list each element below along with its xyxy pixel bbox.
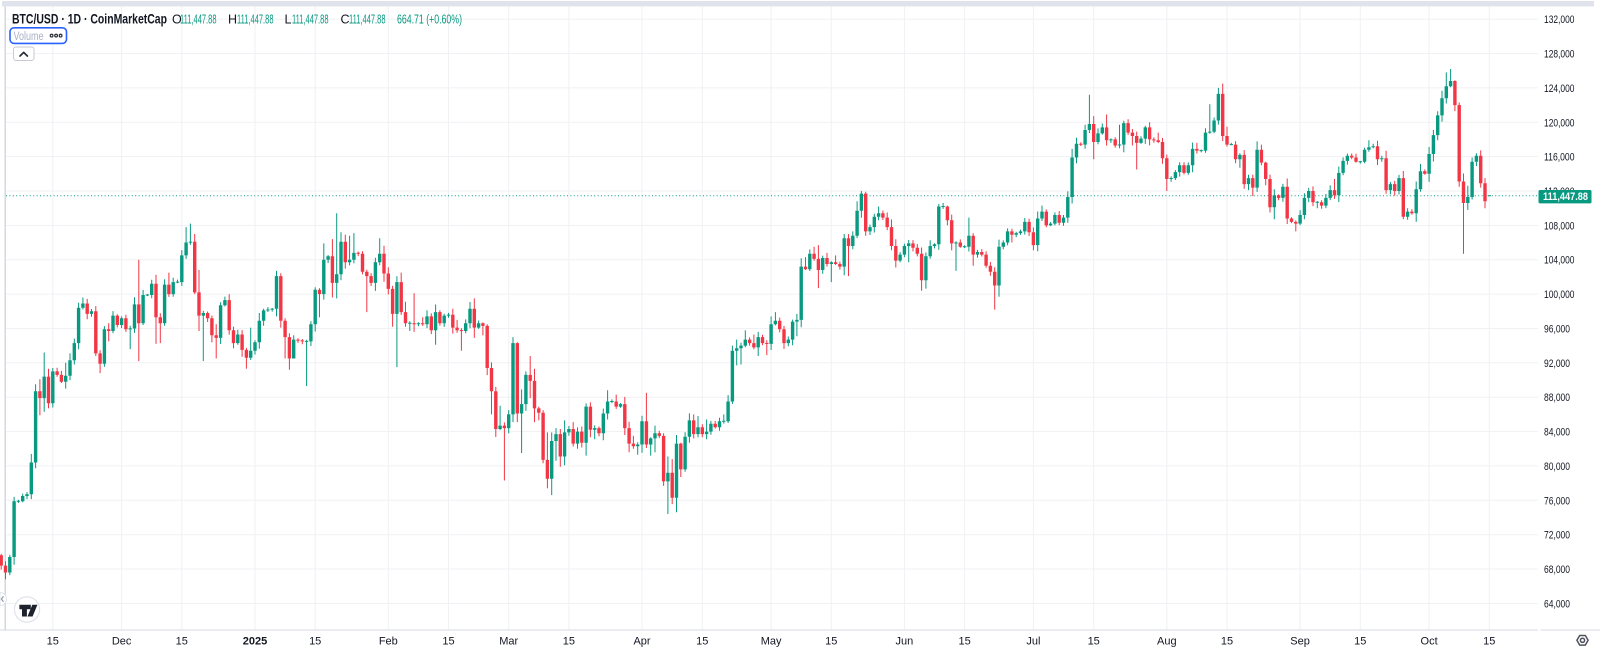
svg-text:104,000: 104,000	[1544, 255, 1575, 267]
svg-text:111,447.88: 111,447.88	[1543, 191, 1588, 203]
svg-text:15: 15	[958, 636, 970, 648]
svg-text:15: 15	[442, 636, 454, 648]
svg-text:2025: 2025	[243, 636, 267, 648]
svg-text:Dec: Dec	[112, 636, 132, 648]
svg-text:68,000: 68,000	[1544, 564, 1570, 576]
svg-text:Oct: Oct	[1421, 636, 1438, 648]
svg-text:72,000: 72,000	[1544, 530, 1570, 542]
svg-text:BTC/USD · 1D · CoinMarketCap: BTC/USD · 1D · CoinMarketCap	[12, 12, 167, 27]
svg-text:76,000: 76,000	[1544, 495, 1570, 507]
svg-text:128,000: 128,000	[1544, 49, 1575, 61]
svg-text:Mar: Mar	[499, 636, 518, 648]
svg-text:15: 15	[176, 636, 188, 648]
svg-text:111,447.88: 111,447.88	[292, 13, 329, 27]
svg-text:15: 15	[696, 636, 708, 648]
svg-text:111,447.88: 111,447.88	[180, 13, 217, 27]
svg-text:92,000: 92,000	[1544, 358, 1570, 370]
svg-text:100,000: 100,000	[1544, 289, 1575, 301]
svg-text:Aug: Aug	[1157, 636, 1177, 648]
svg-text:15: 15	[825, 636, 837, 648]
svg-text:664.71 (+0.60%): 664.71 (+0.60%)	[397, 13, 462, 27]
svg-text:O: O	[172, 13, 182, 27]
svg-text:May: May	[761, 636, 782, 648]
svg-text:Sep: Sep	[1290, 636, 1310, 648]
svg-text:15: 15	[47, 636, 59, 648]
svg-text:111,447.88: 111,447.88	[237, 13, 274, 27]
svg-text:15: 15	[1483, 636, 1495, 648]
svg-text:15: 15	[309, 636, 321, 648]
svg-text:Jun: Jun	[896, 636, 914, 648]
svg-text:108,000: 108,000	[1544, 220, 1575, 232]
svg-text:124,000: 124,000	[1544, 83, 1575, 95]
svg-text:15: 15	[1221, 636, 1233, 648]
svg-text:Feb: Feb	[379, 636, 398, 648]
svg-text:15: 15	[1088, 636, 1100, 648]
svg-text:H: H	[228, 13, 237, 27]
svg-text:116,000: 116,000	[1544, 152, 1575, 164]
svg-text:88,000: 88,000	[1544, 392, 1570, 404]
svg-text:111,447.88: 111,447.88	[349, 13, 386, 27]
svg-text:Apr: Apr	[633, 636, 650, 648]
svg-text:80,000: 80,000	[1544, 461, 1570, 473]
svg-text:15: 15	[563, 636, 575, 648]
svg-text:96,000: 96,000	[1544, 324, 1570, 336]
svg-text:84,000: 84,000	[1544, 427, 1570, 439]
svg-text:Jul: Jul	[1026, 636, 1040, 648]
svg-text:Volume: Volume	[14, 31, 44, 43]
svg-text:64,000: 64,000	[1544, 598, 1570, 610]
svg-text:15: 15	[1354, 636, 1366, 648]
svg-text:132,000: 132,000	[1544, 14, 1575, 26]
svg-text:L: L	[285, 13, 292, 27]
svg-text:C: C	[341, 13, 350, 27]
svg-text:120,000: 120,000	[1544, 117, 1575, 129]
